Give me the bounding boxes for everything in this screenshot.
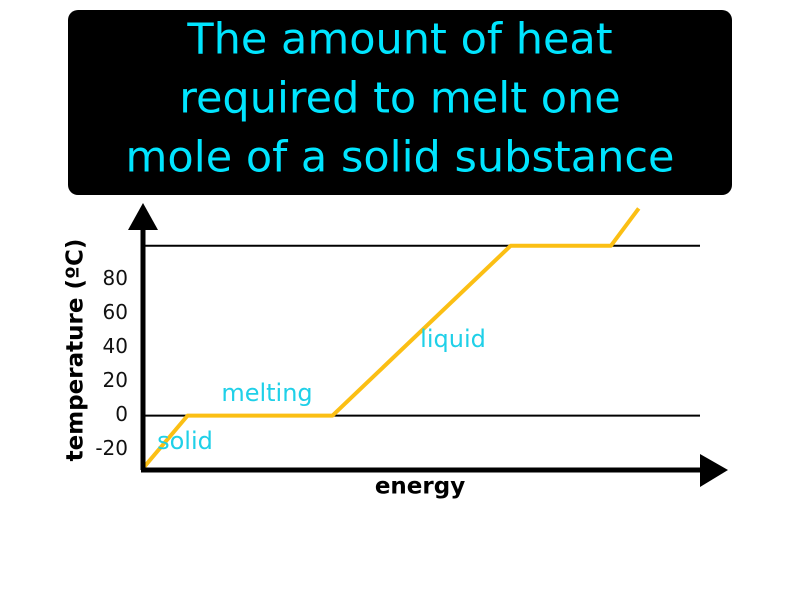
title-line: The amount of heat	[186, 15, 612, 65]
title-box	[68, 10, 732, 195]
y-axis-arrow	[128, 203, 158, 230]
title-line: mole of a solid substance	[126, 133, 675, 183]
y-tick-label: -20	[95, 436, 128, 460]
y-tick-label: 20	[103, 368, 128, 392]
phase-annotation: melting	[221, 379, 312, 407]
title-line: required to melt one	[179, 74, 621, 124]
x-axis-arrow	[700, 454, 728, 487]
y-tick-label: 80	[103, 266, 128, 290]
x-axis-label: energy	[375, 474, 465, 500]
y-axis-label: temperature (ºC)	[63, 239, 89, 462]
y-tick-label: 0	[115, 402, 128, 426]
phase-annotation: liquid	[420, 325, 486, 353]
y-tick-label: 40	[103, 334, 128, 358]
heating-curve	[141, 207, 641, 470]
phase-annotation: solid	[157, 427, 213, 455]
y-tick-label: 60	[103, 300, 128, 324]
